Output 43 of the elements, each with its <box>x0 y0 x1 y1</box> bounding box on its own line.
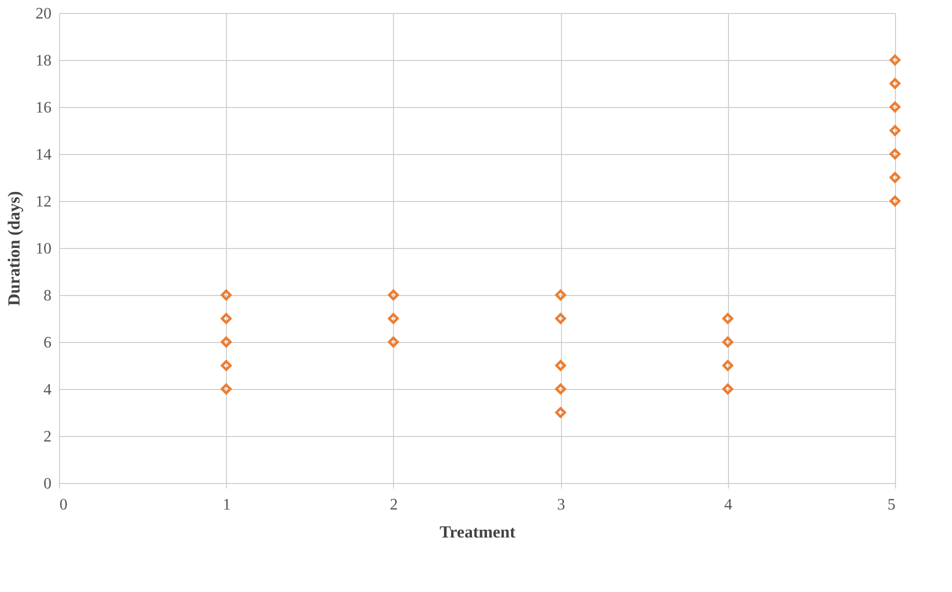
x-tick-label: 0 <box>60 496 68 514</box>
y-tick-label: 4 <box>44 382 52 398</box>
point <box>220 290 232 300</box>
x-tick-label: 3 <box>557 496 566 514</box>
point <box>555 290 566 300</box>
point <box>890 196 900 206</box>
y-tick-label: 14 <box>36 146 52 164</box>
y-tick-label: 2 <box>44 428 52 446</box>
point <box>722 384 734 394</box>
point <box>890 125 900 136</box>
y-tick-label: 20 <box>36 6 52 22</box>
x-axis-title: Treatment <box>440 522 516 542</box>
point <box>722 313 734 324</box>
point <box>890 78 900 89</box>
x-tick-label: 2 <box>390 496 398 514</box>
point <box>722 336 734 348</box>
y-tick-label: 10 <box>36 240 52 258</box>
point <box>220 360 232 371</box>
point <box>890 102 900 112</box>
point <box>220 313 232 324</box>
point <box>890 172 900 183</box>
y-tick-label: 18 <box>36 52 52 70</box>
x-tick-label: 5 <box>888 496 896 514</box>
y-tick-label: 8 <box>44 288 52 304</box>
y-tick-label: 0 <box>44 476 52 492</box>
point <box>388 313 399 324</box>
y-tick-label: 6 <box>44 334 52 352</box>
point <box>220 336 232 348</box>
y-tick-label: 12 <box>36 194 52 210</box>
point <box>220 384 232 394</box>
y-tick-label: 16 <box>36 100 52 116</box>
point <box>890 148 900 160</box>
x-tick-label: 1 <box>222 496 231 514</box>
point <box>555 407 566 418</box>
point <box>388 290 399 300</box>
y-axis-title: Duration (days) <box>4 191 24 306</box>
point <box>555 313 566 324</box>
x-tick-label: 4 <box>724 496 732 514</box>
point <box>722 360 734 371</box>
point <box>890 54 900 66</box>
point <box>555 384 566 394</box>
point <box>388 336 399 348</box>
point <box>555 360 566 371</box>
